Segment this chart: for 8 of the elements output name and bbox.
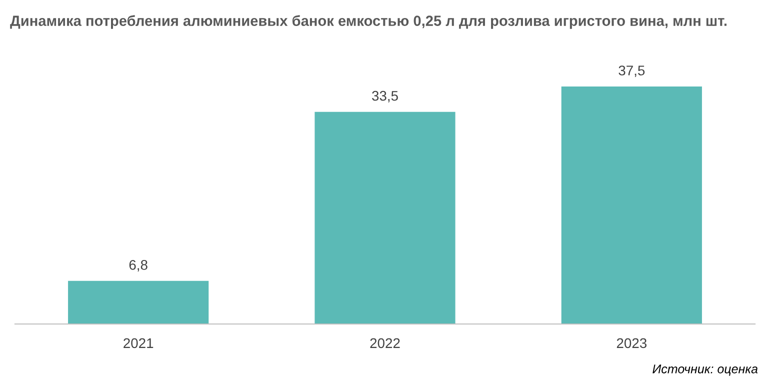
chart-title: Динамика потребления алюминиевых банок емкостью 0,25 л для розлива игристого вина, млн шт. <box>10 15 727 29</box>
x-tick-label: 2023 <box>616 338 647 348</box>
x-tick-label: 2021 <box>124 338 154 348</box>
data-label: 33,5 <box>372 90 398 102</box>
data-label: 6,8 <box>129 260 148 272</box>
x-tick-label: 2022 <box>370 338 400 348</box>
data-label: 37,5 <box>618 66 645 78</box>
text: Источник: оценка <box>652 364 758 376</box>
